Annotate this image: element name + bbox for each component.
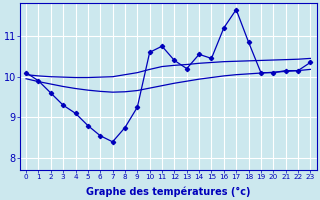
X-axis label: Graphe des températures (°c): Graphe des températures (°c) [86,186,251,197]
